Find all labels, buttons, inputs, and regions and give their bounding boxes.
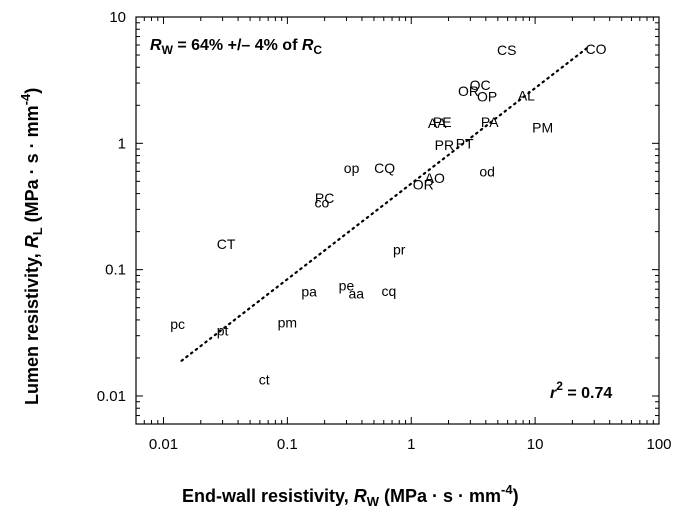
data-point: cq bbox=[381, 283, 396, 299]
data-point: PM bbox=[532, 120, 553, 136]
axis-ticks bbox=[136, 17, 659, 424]
data-point: pa bbox=[301, 284, 317, 300]
y-axis-title-exp: -4 bbox=[18, 93, 33, 105]
plot-frame bbox=[136, 17, 659, 424]
data-point: PE bbox=[433, 114, 452, 130]
x-axis-title-units: (MPa · s · mm bbox=[379, 486, 501, 506]
data-point: CT bbox=[217, 236, 236, 252]
y-axis-title-close: ) bbox=[22, 88, 42, 94]
annotation-var2: R bbox=[302, 37, 314, 54]
x-axis-title-exp: -4 bbox=[501, 482, 513, 497]
x-axis-title: End-wall resistivity, RW (MPa · s · mm-4… bbox=[182, 482, 519, 509]
y-axis-title-prefix: Lumen resistivity, bbox=[22, 248, 42, 405]
x-tick-label: 100 bbox=[646, 436, 671, 453]
annotation-sub2: C bbox=[313, 43, 322, 57]
data-point: op bbox=[344, 160, 360, 176]
data-point: PR bbox=[435, 137, 454, 153]
y-axis-title-sub: L bbox=[30, 227, 45, 235]
x-axis-title-sub: W bbox=[367, 494, 380, 509]
x-axis-title-close: ) bbox=[513, 486, 519, 506]
data-point: CO bbox=[585, 41, 606, 57]
data-point: pc bbox=[170, 316, 185, 332]
y-tick-label: 0.01 bbox=[97, 388, 126, 405]
data-point: aa bbox=[348, 285, 364, 301]
x-tick-label: 1 bbox=[407, 436, 415, 453]
data-point: CS bbox=[497, 42, 516, 58]
data-point: pm bbox=[278, 315, 297, 331]
annotation-mid: = 64% +/– 4% of bbox=[173, 37, 302, 54]
annotation-r2: r2 = 0.74 bbox=[550, 379, 612, 402]
x-tick-label: 0.01 bbox=[149, 436, 178, 453]
data-point: CQ bbox=[374, 160, 395, 176]
data-point: pt bbox=[217, 322, 229, 338]
data-point: AL bbox=[518, 87, 535, 103]
data-point: PC bbox=[315, 190, 334, 206]
x-axis-title-var: R bbox=[354, 486, 367, 506]
x-axis-title-prefix: End-wall resistivity, bbox=[182, 486, 354, 506]
x-tick-label: 0.1 bbox=[277, 436, 298, 453]
data-point: PA bbox=[481, 114, 499, 130]
data-point: pr bbox=[393, 241, 406, 257]
data-point: od bbox=[479, 163, 495, 179]
x-tick-label: 10 bbox=[527, 436, 544, 453]
y-tick-label: 0.1 bbox=[105, 262, 126, 279]
y-axis-title-var: R bbox=[22, 235, 42, 248]
annotation-var1: R bbox=[150, 37, 162, 54]
data-point: AO bbox=[425, 170, 445, 186]
annotation-ratio: RW = 64% +/– 4% of RC bbox=[150, 37, 322, 57]
data-point: PT bbox=[456, 135, 474, 151]
y-tick-label: 1 bbox=[118, 135, 126, 152]
data-point: OP bbox=[477, 88, 497, 104]
annotation-r2-rest: = 0.74 bbox=[563, 385, 612, 402]
data-point: ct bbox=[259, 372, 270, 388]
y-axis-title-units: (MPa · s · mm bbox=[22, 105, 42, 227]
y-axis-title: Lumen resistivity, RL (MPa · s · mm-4) bbox=[18, 88, 45, 405]
y-tick-label: 10 bbox=[109, 9, 126, 26]
annotation-sub1: W bbox=[162, 43, 174, 57]
